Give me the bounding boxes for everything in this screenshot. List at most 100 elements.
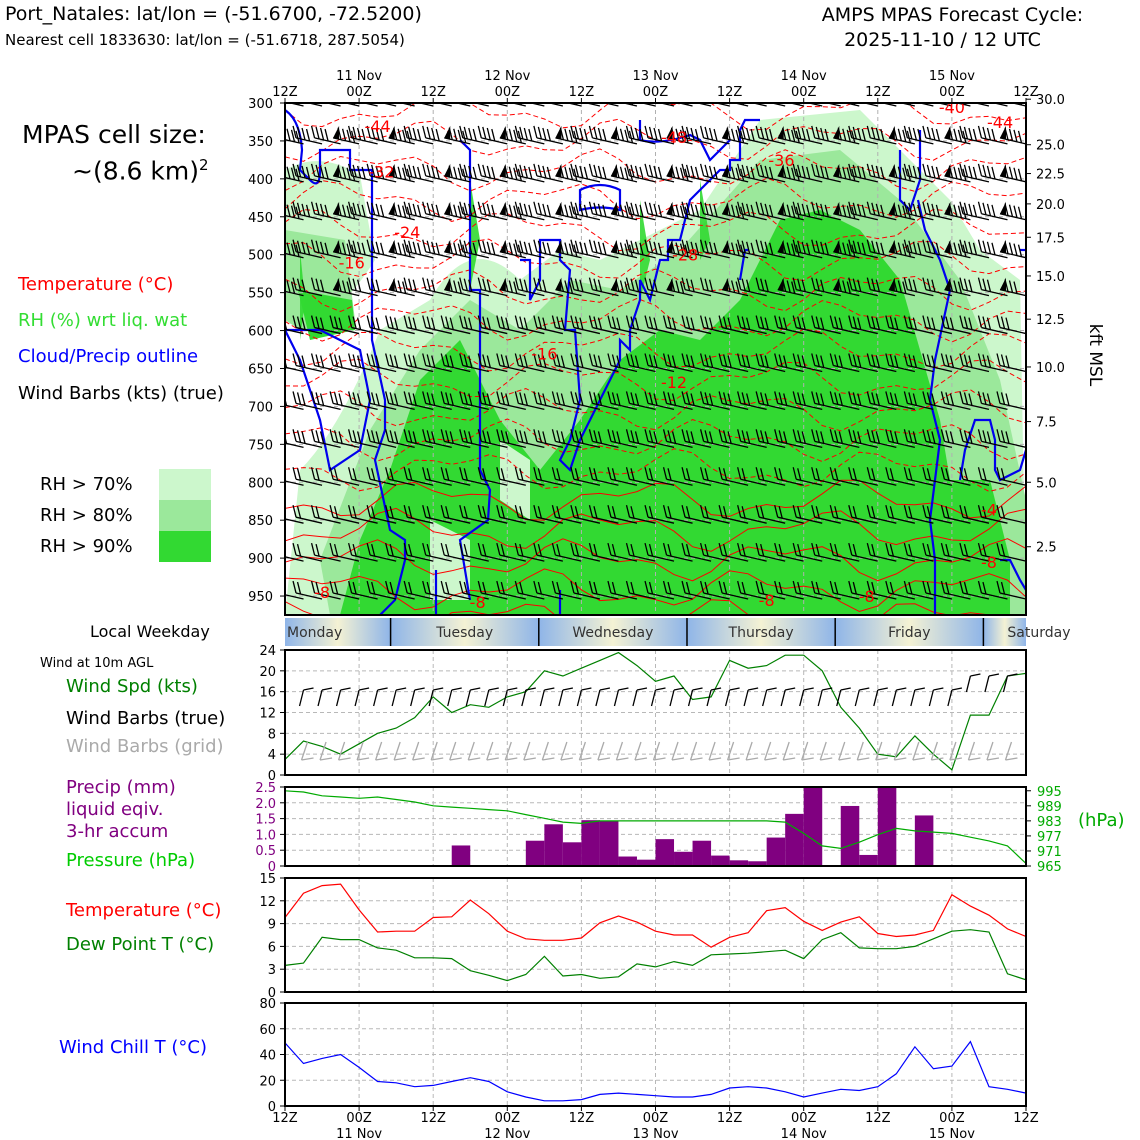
wind-barb-feather	[959, 201, 964, 214]
wind-barb-feather	[737, 239, 742, 252]
wind-barb-feather	[463, 278, 468, 291]
wind-barb-feather	[619, 280, 625, 293]
wind-barb-shaft	[621, 103, 638, 107]
grid-wind-barb	[449, 741, 457, 761]
wind-barb-feather	[310, 429, 316, 442]
wind-barb-feather	[959, 580, 964, 594]
wind-barb-feather	[760, 278, 765, 291]
wind-barb-feather	[346, 243, 351, 256]
wind-barb-feather	[774, 353, 779, 366]
wind-barb-feather	[333, 543, 339, 557]
wind-barb-feather	[871, 354, 876, 367]
wind-barb-feather	[959, 467, 964, 480]
wind-barb-feather	[593, 126, 598, 140]
wind-barb-pennant	[278, 126, 284, 139]
grid-wind-barb	[504, 741, 512, 761]
wind-barb-feather	[372, 89, 375, 101]
wind-barb-feather	[903, 277, 909, 290]
wind-barb-feather	[537, 581, 543, 595]
wind-barb-feather	[778, 581, 783, 595]
wind-barb-feather	[482, 354, 487, 367]
wind-barb-feather	[523, 355, 528, 368]
wind-barb-feather	[722, 468, 728, 481]
surface-wind-barb-feather	[747, 687, 759, 691]
wind-barb-feather	[310, 467, 316, 480]
wind-barb-feather	[397, 280, 402, 293]
wind-barb-feather	[893, 241, 898, 254]
wind-barb-feather	[675, 242, 680, 255]
wind-barb-feather	[422, 163, 427, 177]
wind-barb-feather	[579, 393, 584, 406]
surface-wind-barb	[965, 675, 972, 693]
wind-barb-feather	[983, 89, 986, 101]
wind-barb-feather	[903, 353, 909, 366]
wind-barb-feather	[903, 429, 909, 442]
wind-barb-feather	[457, 167, 462, 180]
wind-barb-feather	[403, 239, 408, 252]
wind-barb-feather	[903, 315, 909, 328]
wind-barb-feather	[310, 353, 316, 366]
wind-barb-feather	[704, 202, 709, 215]
wind-barb-pennant	[666, 239, 673, 253]
wind-barb-pennant	[333, 125, 340, 139]
wind-barb-feather	[292, 467, 297, 480]
wind-barb-feather	[681, 580, 686, 594]
wind-barb-feather	[894, 90, 897, 102]
grid-wind-barb	[652, 741, 661, 761]
wind-barb-shaft	[285, 366, 304, 373]
wind-barb-feather	[726, 241, 731, 254]
wind-barb-feather	[806, 242, 811, 255]
wind-barb-feather	[279, 355, 282, 367]
wind-barb-feather	[275, 391, 278, 403]
wind-barb-feather	[397, 128, 402, 141]
wind-barb-feather	[935, 128, 941, 142]
wind-barb-feather	[908, 316, 913, 329]
wind-barb-feather	[315, 316, 320, 329]
wind-barb-feather	[968, 203, 973, 217]
wind-barb-feather	[792, 201, 797, 214]
grid-wind-barb-feather	[431, 757, 444, 761]
wind-barb-feather	[644, 201, 649, 214]
wind-barb-feather	[537, 468, 543, 481]
wind-barb-feather	[347, 505, 353, 518]
wind-barb-feather	[922, 239, 927, 252]
wind-barb-feather	[549, 103, 551, 104]
surface-wind-barb-feather	[655, 687, 666, 691]
wind-barb-feather	[445, 468, 450, 481]
wind-barb-feather	[477, 391, 482, 404]
wind-barb-feather	[408, 392, 413, 405]
wind-barb-shaft	[602, 103, 619, 107]
wind-barb-shaft	[285, 176, 304, 183]
wind-barb-feather	[889, 506, 894, 519]
wind-barb-feather	[308, 103, 311, 104]
height-tick-label: 30.0	[1036, 93, 1065, 108]
wind-barb-feather	[857, 317, 862, 330]
wind-barb-feather	[556, 392, 561, 405]
wind-barb-feather	[675, 128, 680, 141]
wind-barb-feather	[922, 125, 927, 139]
wind-barb-feather	[385, 429, 390, 442]
wind-barb-feather	[778, 430, 783, 443]
wind-barb-feather	[315, 581, 320, 595]
wind-barb-feather	[1017, 206, 1023, 219]
wind-barb-feather	[486, 431, 491, 444]
wind-barb-feather	[333, 468, 339, 481]
temperature-contour-label: -56	[728, 86, 754, 105]
wind-barb-feather	[462, 244, 467, 257]
wind-barb-feather	[341, 280, 347, 293]
wind-barb-feather	[1005, 90, 1008, 102]
wind-barb-pennant	[610, 277, 617, 291]
wind-barb-feather	[741, 164, 746, 178]
wind-barb-pennant	[944, 163, 951, 177]
surface-wind-barb-feather	[433, 687, 444, 691]
wind-barb-feather	[797, 126, 802, 140]
wind-barb-shaft	[999, 137, 1026, 145]
wind-barb-feather	[644, 163, 649, 177]
precip-bar	[785, 813, 804, 866]
wind-barb-shaft	[610, 175, 638, 183]
wind-barb-feather	[500, 543, 505, 557]
wind-barb-feather	[523, 203, 528, 217]
wind-barb-feather	[815, 202, 820, 215]
wind-barb-feather	[385, 542, 390, 556]
wind-barb-feather	[397, 204, 402, 217]
